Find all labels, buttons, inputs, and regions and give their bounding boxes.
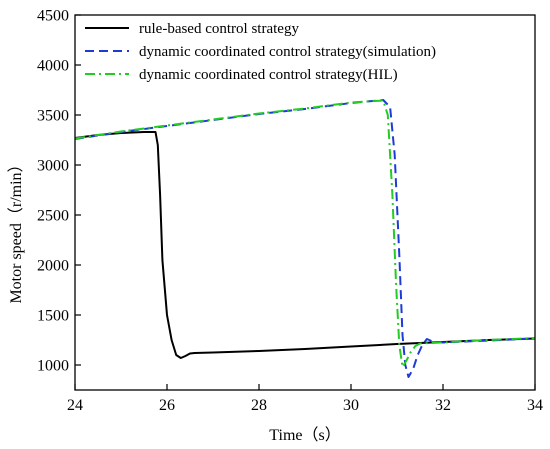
plot-frame (74, 14, 536, 391)
x-tick-label: 32 (435, 397, 451, 414)
axes: 24 26 28 30 32 34 1000 1500 2000 2500 3000 3500 4000… (37, 8, 543, 415)
x-tick-label: 30 (343, 397, 359, 414)
legend-label-2: dynamic coordinated control strategy(sim… (139, 44, 436, 60)
series-line-1 (75, 131, 535, 359)
y-tick-label: 4000 (37, 58, 69, 75)
series-line-3 (75, 99, 535, 368)
plot-area (75, 99, 535, 378)
y-tick-label: 3000 (37, 158, 69, 175)
x-tick-label: 26 (159, 397, 175, 414)
y-tick-label: 2500 (37, 208, 69, 225)
x-tick-label: 24 (67, 397, 83, 414)
legend: rule-based control strategy dynamic coord… (85, 21, 436, 83)
x-tick-label: 28 (251, 397, 267, 414)
y-tick-label: 1500 (37, 308, 69, 325)
y-tick-label: 3500 (37, 108, 69, 125)
x-axis-label: Time（s） (269, 426, 340, 444)
y-tick-label: 1000 (37, 358, 69, 375)
y-axis-label: Motor speed（r/min） (7, 156, 25, 303)
legend-label-1: rule-based control strategy (139, 21, 299, 37)
y-tick-label: 2000 (37, 258, 69, 275)
legend-label-3: dynamic coordinated control strategy(HIL… (139, 67, 398, 83)
y-tick-label: 4500 (37, 8, 69, 25)
x-tick-label: 34 (527, 397, 543, 414)
